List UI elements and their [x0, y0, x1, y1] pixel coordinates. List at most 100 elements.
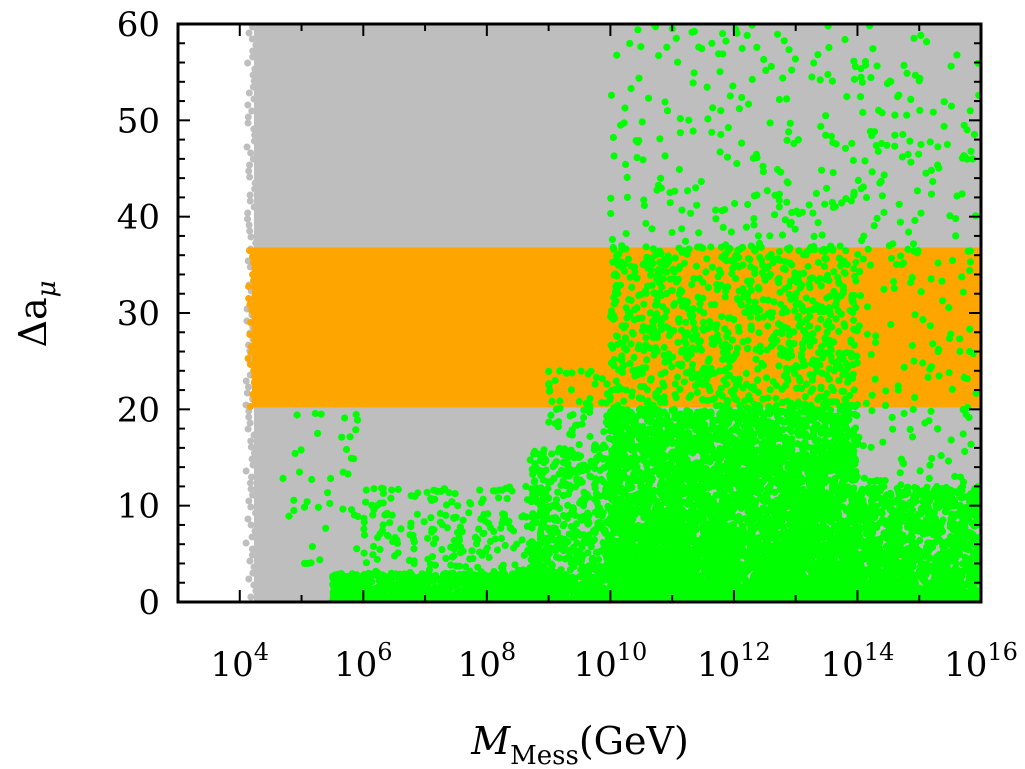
green-point [539, 577, 547, 585]
gray-point [246, 161, 254, 169]
green-point [360, 573, 368, 581]
green-point [552, 553, 561, 561]
green-point [329, 574, 337, 582]
green-point [360, 525, 368, 533]
green-point [480, 510, 488, 519]
green-point [562, 480, 570, 488]
green-point [372, 567, 380, 575]
gray-point [249, 155, 257, 163]
green-point [409, 578, 417, 586]
green-point [473, 540, 481, 548]
gray-point [246, 173, 254, 181]
green-point [497, 524, 505, 532]
green-point [471, 533, 479, 542]
green-point [498, 486, 506, 494]
green-point [476, 575, 484, 583]
gray-point [248, 545, 256, 553]
green-point [578, 478, 586, 486]
green-point [571, 511, 579, 519]
gray-point [249, 71, 257, 79]
green-point [369, 551, 377, 559]
gray-point [247, 233, 255, 241]
green-point [548, 450, 556, 458]
green-point [331, 581, 339, 590]
green-point [585, 562, 593, 570]
green-point [476, 486, 484, 494]
green-point [731, 426, 740, 434]
green-point [360, 549, 368, 557]
band-point [250, 378, 258, 386]
green-point [380, 583, 388, 592]
green-point [410, 545, 418, 553]
green-point [442, 501, 451, 509]
green-point [564, 501, 572, 509]
band-point [248, 306, 256, 314]
green-point [527, 513, 535, 521]
gray-point [244, 119, 252, 127]
green-point [431, 586, 439, 595]
gray-point [251, 65, 259, 73]
green-point [552, 458, 561, 466]
green-point [342, 593, 350, 601]
green-point [598, 521, 606, 529]
green-point [502, 579, 510, 587]
green-point [355, 592, 363, 600]
gray-point [245, 167, 253, 175]
green-point [394, 485, 402, 493]
green-point [409, 535, 418, 543]
band-point [251, 324, 259, 332]
gray-point [242, 467, 250, 475]
band-point [251, 396, 259, 404]
gray-point [243, 389, 251, 397]
gray-point [247, 473, 255, 481]
green-point [431, 495, 439, 503]
gray-point [244, 113, 252, 121]
gray-point [245, 497, 253, 505]
gray-point [244, 425, 252, 433]
green-point [396, 570, 404, 579]
green-point [536, 540, 544, 548]
green-point [428, 553, 437, 561]
gray-point [250, 581, 258, 589]
green-point [391, 534, 399, 542]
green-point [475, 525, 483, 533]
band-point [251, 288, 259, 296]
green-point [545, 550, 553, 558]
green-point [362, 559, 370, 567]
green-point [466, 499, 474, 507]
gray-point [249, 569, 257, 577]
green-point [450, 514, 458, 522]
gray-point [249, 53, 257, 61]
gray-point [250, 449, 258, 457]
green-point [374, 534, 382, 542]
green-point [493, 546, 502, 554]
green-point [425, 573, 433, 581]
green-point [601, 489, 609, 497]
green-point [513, 540, 521, 548]
green-point [584, 493, 593, 501]
green-point [500, 517, 509, 526]
green-point [445, 489, 453, 497]
green-point [591, 484, 599, 492]
green-point [487, 524, 495, 532]
gray-point [248, 35, 256, 43]
green-point [459, 590, 467, 598]
green-point [360, 514, 368, 522]
green-point [560, 492, 568, 500]
green-point [556, 591, 564, 599]
gray-point [247, 149, 255, 157]
gray-point [247, 437, 255, 445]
green-point [459, 516, 467, 524]
green-point [373, 555, 381, 564]
band-point [246, 318, 254, 326]
green-point [438, 546, 446, 554]
green-point [552, 496, 561, 504]
green-point [457, 543, 465, 551]
green-point [456, 549, 465, 557]
gray-point [242, 539, 250, 547]
green-point [425, 586, 433, 594]
green-point [528, 524, 536, 532]
green-point [499, 510, 507, 518]
green-point [439, 583, 447, 591]
